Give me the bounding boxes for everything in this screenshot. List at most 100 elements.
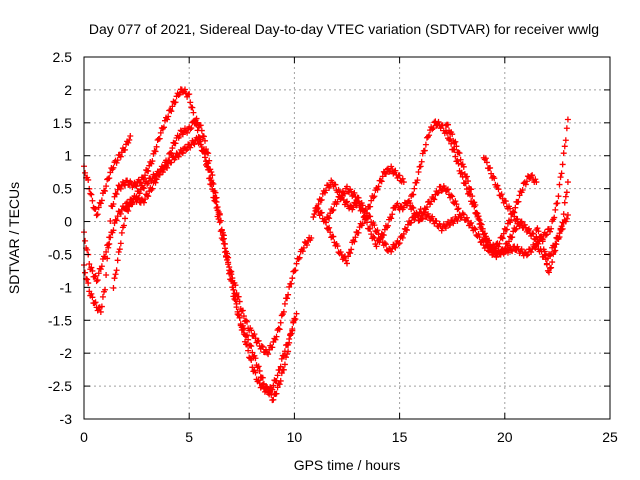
y-tick-labels: 2.5 2 1.5 1 0.5 0 -0.5 -1 -1.5 -2 -2.5 -3 — [48, 49, 72, 427]
data-point — [200, 133, 207, 140]
data-point — [532, 245, 539, 252]
data-point — [444, 121, 451, 128]
data-point — [273, 333, 280, 340]
data-point — [493, 254, 500, 261]
data-point — [442, 225, 449, 232]
data-point — [334, 243, 341, 250]
data-point — [190, 139, 197, 146]
data-point — [337, 248, 344, 255]
data-point — [132, 181, 139, 188]
data-point — [325, 214, 332, 221]
data-point — [248, 343, 255, 350]
data-point — [399, 234, 406, 241]
data-point — [179, 150, 186, 157]
data-point — [113, 159, 120, 166]
data-point — [558, 170, 565, 177]
data-point — [300, 244, 307, 251]
data-point — [84, 276, 91, 283]
data-point — [165, 113, 172, 120]
data-point — [196, 138, 203, 145]
data-point — [463, 173, 470, 180]
data-point — [451, 146, 458, 153]
data-point — [421, 147, 428, 154]
data-point — [278, 370, 285, 377]
data-point — [433, 218, 440, 225]
plot-frame — [83, 56, 611, 420]
data-point — [562, 218, 569, 225]
data-point — [377, 177, 384, 184]
data-point — [382, 170, 389, 177]
data-point — [117, 185, 124, 192]
data-point — [133, 193, 140, 200]
data-point — [107, 217, 114, 224]
data-point — [464, 178, 471, 185]
data-point — [454, 157, 461, 164]
x-tick-label: 20 — [497, 429, 513, 445]
data-point — [236, 314, 243, 321]
data-point — [118, 229, 125, 236]
data-point — [371, 193, 378, 200]
data-point — [379, 173, 386, 180]
data-point — [92, 272, 99, 279]
data-point — [288, 280, 295, 287]
data-point — [367, 213, 374, 220]
data-point — [193, 115, 200, 122]
data-point — [224, 253, 231, 260]
data-point — [463, 214, 470, 221]
data-point — [237, 322, 244, 329]
data-point — [377, 234, 384, 241]
data-point — [259, 344, 266, 351]
data-point — [284, 295, 291, 302]
data-point — [249, 349, 256, 356]
series-track-e — [312, 163, 407, 267]
data-point — [378, 178, 385, 185]
data-point — [103, 248, 110, 255]
data-point — [517, 219, 524, 226]
data-point — [255, 363, 262, 370]
data-point — [429, 213, 436, 220]
data-point — [422, 141, 429, 148]
series-track-b — [81, 86, 300, 404]
data-point — [427, 201, 434, 208]
data-point — [149, 158, 156, 165]
data-point — [281, 361, 288, 368]
data-point — [547, 228, 554, 235]
data-point — [252, 335, 259, 342]
data-point — [512, 204, 519, 211]
data-point — [259, 381, 266, 388]
data-point — [232, 297, 239, 304]
data-point — [562, 193, 569, 200]
data-point — [114, 257, 121, 264]
data-point — [506, 238, 513, 245]
data-point — [411, 185, 418, 192]
data-point — [107, 234, 114, 241]
data-point — [451, 139, 458, 146]
data-point — [496, 250, 503, 257]
data-point — [273, 390, 280, 397]
data-point — [187, 144, 194, 151]
data-point — [274, 384, 281, 391]
data-point — [89, 197, 96, 204]
series-track-d — [110, 134, 315, 358]
y-tick-label: 0 — [64, 214, 72, 230]
data-point — [97, 200, 104, 207]
data-point — [392, 244, 399, 251]
data-point — [265, 351, 272, 358]
data-point — [240, 313, 247, 320]
x-tick-labels: 0 5 10 15 20 25 — [80, 429, 618, 445]
data-point — [334, 198, 341, 205]
data-point — [225, 259, 232, 266]
data-point — [373, 243, 380, 250]
data-point — [433, 122, 440, 129]
data-point — [428, 198, 435, 205]
data-point — [501, 246, 508, 253]
data-point — [395, 240, 402, 247]
data-point — [548, 225, 555, 232]
data-point — [201, 154, 208, 161]
data-point — [254, 364, 261, 371]
data-point — [423, 204, 430, 211]
data-point — [471, 225, 478, 232]
data-point — [412, 214, 419, 221]
data-point — [94, 211, 101, 218]
data-point — [518, 246, 525, 253]
